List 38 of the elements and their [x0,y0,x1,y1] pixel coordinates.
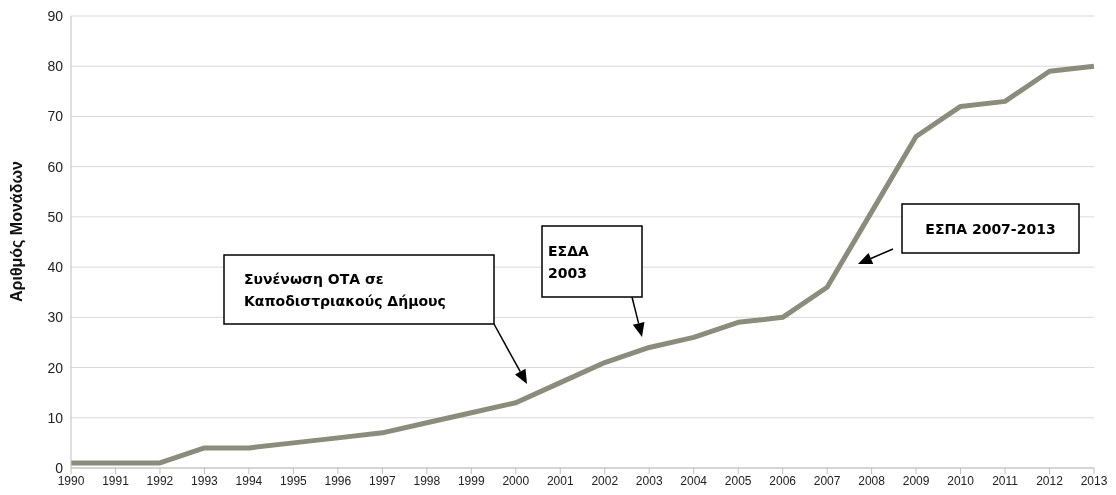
x-tick-label: 1997 [369,473,397,488]
annotation: Συνένωση ΟΤΑ σε Καποδιστριακούς Δήμους [244,270,446,309]
x-tick-label: 1990 [57,473,85,488]
x-tick-label: 2003 [635,473,663,488]
x-tick-label: 2013 [1080,473,1108,488]
x-tick-label: 2011 [992,473,1019,488]
x-tick-label: 1999 [457,473,485,488]
x-tick-label: 2000 [502,473,530,488]
x-tick-label: 1993 [191,473,219,488]
y-tick-label: 50 [47,208,64,225]
x-tick-label: 1995 [280,473,308,488]
y-tick-label: 10 [47,409,64,426]
y-tick-label: 60 [47,158,64,175]
y-tick-label: 70 [47,108,64,125]
x-tick-label: 1994 [235,473,263,488]
annotation: ΕΣΔΑ 2003 [548,242,589,281]
x-tick-label: 2010 [947,473,975,488]
x-tick-label: 1996 [324,473,352,488]
y-axis-title: Αριθμός Μονάδων [7,161,26,302]
x-tick-label: 1992 [146,473,174,488]
x-tick-label: 2005 [724,473,752,488]
y-tick-label: 80 [47,58,64,75]
x-tick-label: 2007 [813,473,841,488]
x-tick-label: 2004 [680,473,708,488]
x-tick-label: 2001 [546,473,574,488]
y-tick-label: 0 [55,459,64,476]
x-tick-label: 2002 [591,473,619,488]
y-tick-label: 40 [47,259,64,276]
x-tick-label: 1998 [413,473,441,488]
y-tick-label: 90 [47,7,64,24]
y-tick-label: 30 [47,309,64,326]
x-tick-label: 2012 [1036,473,1064,488]
x-tick-label: 2006 [769,473,797,488]
x-tick-label: 1991 [102,473,130,488]
x-tick-label: 2009 [902,473,930,488]
y-tick-label: 20 [47,359,64,376]
x-tick-label: 2008 [858,473,886,488]
annotation: ΕΣΠΑ 2007-2013 [925,220,1056,237]
